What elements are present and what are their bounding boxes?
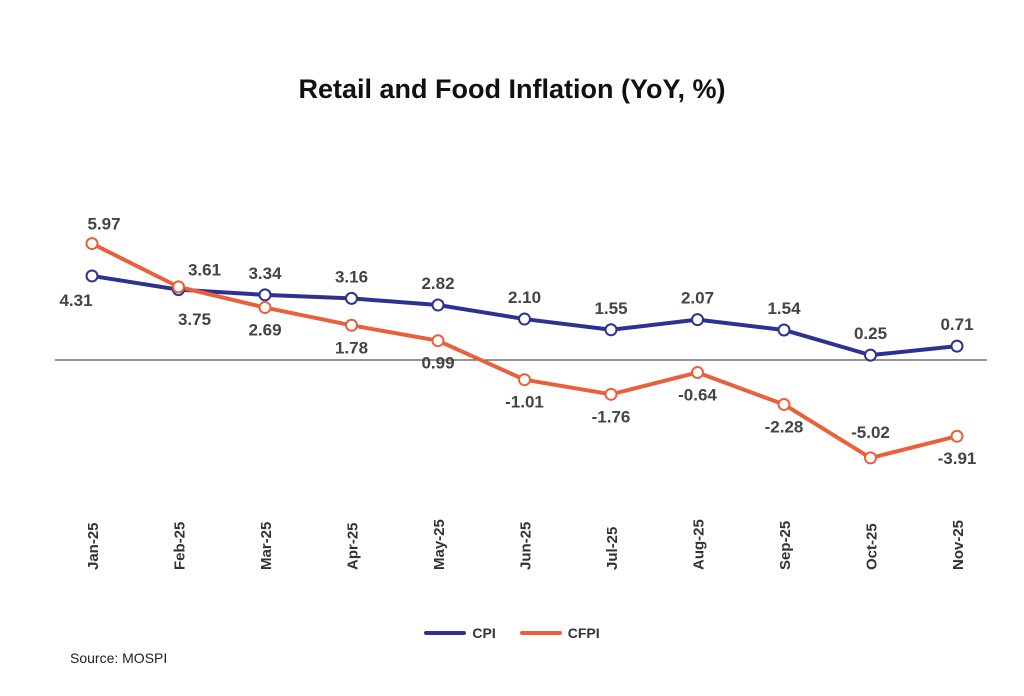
data-label-cfpi: -2.28: [765, 417, 804, 436]
data-point-cpi: [691, 313, 704, 327]
x-tick-label: Feb-25: [172, 522, 189, 570]
data-point-cfpi: [258, 301, 272, 315]
data-label-cfpi: 3.75: [178, 310, 211, 329]
data-label-cpi: 4.31: [59, 291, 92, 310]
data-label-cpi: 3.61: [188, 261, 221, 280]
data-label-cpi: 1.54: [767, 299, 801, 318]
x-tick-label: Jan-25: [85, 522, 102, 570]
data-label-cfpi: -0.64: [678, 385, 717, 404]
data-label-cfpi: -3.91: [938, 449, 977, 468]
data-label-cfpi: 0.99: [421, 354, 454, 373]
x-tick-label: Mar-25: [258, 522, 275, 570]
data-label-cfpi: -5.02: [851, 423, 890, 442]
data-label-cfpi: 2.69: [248, 321, 281, 340]
data-label-cpi: 3.16: [335, 267, 368, 286]
x-tick-label: Apr-25: [345, 522, 362, 570]
data-point-cpi: [777, 323, 791, 337]
data-label-cfpi: -1.76: [592, 407, 631, 426]
legend-swatch-cfpi: [519, 631, 562, 635]
data-label-cfpi: 5.97: [87, 215, 120, 234]
data-point-cfpi: [518, 373, 531, 387]
x-tick-label: Jun-25: [518, 522, 535, 570]
series-line-cfpi: [91, 241, 958, 460]
data-label-cpi: 0.71: [940, 315, 973, 334]
data-label-cpi: 0.25: [854, 324, 887, 343]
data-label-cfpi: -1.01: [505, 393, 544, 412]
data-point-cfpi: [604, 387, 618, 401]
legend-swatch-cpi: [424, 631, 467, 635]
data-point-cfpi: [864, 451, 877, 465]
data-point-cpi: [345, 291, 358, 305]
chart-title: Retail and Food Inflation (YoY, %): [298, 74, 726, 104]
data-point-cpi: [258, 288, 272, 302]
data-point-cpi: [518, 312, 531, 326]
data-label-cpi: 3.34: [248, 264, 282, 283]
data-point-cfpi: [777, 397, 791, 411]
data-label-cpi: 2.10: [508, 288, 541, 307]
data-point-cfpi: [172, 280, 185, 294]
data-point-cfpi: [691, 365, 704, 379]
x-tick-label: Oct-25: [864, 523, 881, 570]
data-label-cpi: 2.07: [681, 289, 714, 308]
legend-item-cfpi: CFPI: [519, 625, 600, 641]
x-tick-label: Nov-25: [950, 520, 967, 570]
data-point-cpi: [864, 348, 877, 362]
x-tick-label: Jul-25: [604, 527, 621, 570]
data-point-cfpi: [431, 334, 445, 348]
legend-label-cfpi: CFPI: [567, 625, 600, 641]
data-point-cpi: [950, 339, 964, 353]
data-point-cpi: [604, 323, 618, 337]
data-label-cpi: 1.55: [594, 299, 627, 318]
data-point-cpi: [431, 298, 445, 312]
legend-label-cpi: CPI: [472, 625, 496, 641]
data-point-cfpi: [85, 237, 99, 251]
x-tick-label: May-25: [431, 519, 448, 570]
data-label-cpi: 2.82: [421, 274, 454, 293]
data-point-cpi: [85, 269, 99, 283]
legend-item-cpi: CPI: [424, 625, 496, 641]
source-note: Source: MOSPI: [70, 650, 168, 666]
x-tick-label: Sep-25: [777, 521, 794, 570]
x-tick-label: Aug-25: [691, 519, 708, 570]
data-label-cfpi: 1.78: [335, 338, 368, 357]
data-point-cfpi: [345, 318, 358, 332]
data-point-cfpi: [950, 429, 964, 443]
legend: CPI CFPI: [0, 625, 1024, 641]
